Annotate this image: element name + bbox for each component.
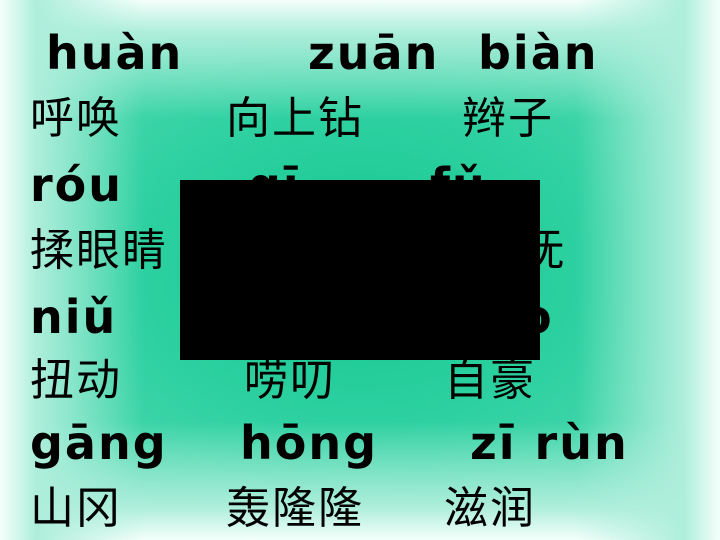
word-zihao: 自豪: [444, 355, 536, 406]
pinyin-hong: hōng: [240, 416, 379, 470]
word-bianzi: 辫子: [462, 93, 554, 144]
word-rouyanjing: 揉眼睛: [30, 225, 168, 276]
redaction-box: [180, 180, 540, 360]
word-niudong: 扭动: [30, 355, 122, 406]
pinyin-bian: biàn: [478, 26, 599, 80]
word-huhuan: 呼唤: [30, 93, 122, 144]
pinyin-zirun: zī rùn: [470, 416, 629, 470]
word-zirun: 滋润: [444, 483, 536, 534]
pinyin-huan: huàn: [46, 26, 184, 80]
word-laodao: 唠叨: [244, 355, 336, 406]
word-honglonglong: 轰隆隆: [226, 483, 364, 534]
word-xiangshangzuan: 向上钻: [226, 93, 364, 144]
pinyin-rou: róu: [30, 158, 124, 212]
pinyin-gang: gāng: [30, 416, 168, 470]
pinyin-zuan: zuān: [308, 26, 440, 80]
word-shangang: 山冈: [30, 483, 122, 534]
pinyin-niu: niǔ: [30, 290, 118, 344]
